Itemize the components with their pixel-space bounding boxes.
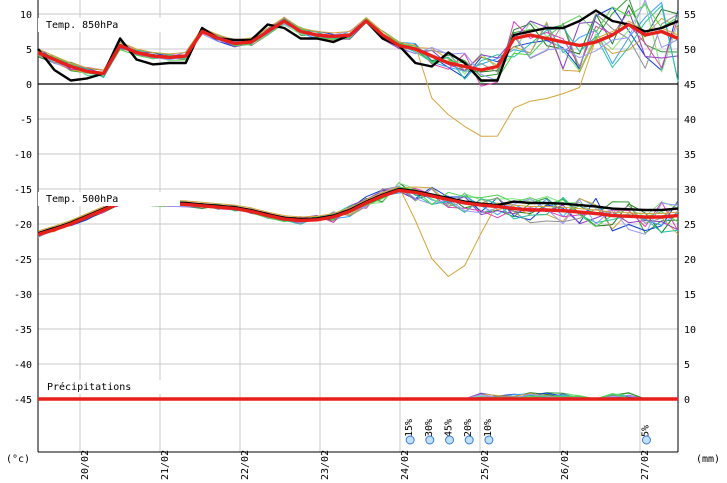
left-tick-label: -10 bbox=[14, 150, 32, 161]
right-tick-label: 45 bbox=[684, 80, 696, 91]
precip-label-bg bbox=[40, 380, 190, 394]
right-tick-label: 50 bbox=[684, 45, 696, 56]
mean-t850-line bbox=[37, 19, 679, 76]
right-tick-label: 5 bbox=[684, 360, 690, 371]
right-tick-label: 15 bbox=[684, 290, 696, 301]
left-tick-label: -35 bbox=[14, 325, 32, 336]
right-tick-label: 10 bbox=[684, 325, 696, 336]
left-tick-label: 10 bbox=[20, 10, 32, 21]
left-tick-label: -5 bbox=[20, 115, 32, 126]
left-tick-label: 5 bbox=[26, 45, 32, 56]
snow-probability-label: 5% bbox=[640, 425, 651, 437]
x-tick-label: 23/02 bbox=[320, 450, 331, 480]
snow-probabilities: 15% 30% 45% 20% 10% 5% bbox=[404, 419, 651, 445]
right-tick-label: 55 bbox=[684, 10, 696, 21]
x-tick-label: 24/02 bbox=[400, 450, 411, 480]
precip-panel-label: Précipitations bbox=[47, 381, 131, 393]
left-tick-label: -20 bbox=[14, 220, 32, 231]
t500-label-bg bbox=[38, 192, 180, 206]
x-tick-label: 27/02 bbox=[640, 450, 651, 480]
left-tick-label: -45 bbox=[14, 395, 32, 406]
axis-ticks: 1050-5-10-15-20-25-30-35-40-455550454035… bbox=[14, 10, 696, 480]
right-tick-label: 0 bbox=[684, 395, 690, 406]
snow-probability-label: 30% bbox=[424, 419, 435, 437]
member-t850-line bbox=[37, 0, 679, 82]
left-tick-label: -25 bbox=[14, 255, 32, 266]
left-tick-label: 0 bbox=[26, 80, 32, 91]
t850-label-bg bbox=[38, 18, 180, 32]
left-unit-label: (°c) bbox=[6, 454, 30, 465]
right-unit-label: (mm) bbox=[696, 454, 720, 465]
x-tick-label: 25/02 bbox=[480, 450, 491, 480]
outlier-t850-line bbox=[37, 17, 679, 137]
snow-probability-label: 45% bbox=[444, 419, 455, 437]
snowflake-icon bbox=[405, 435, 415, 445]
left-tick-label: -15 bbox=[14, 185, 32, 196]
left-tick-label: -30 bbox=[14, 290, 32, 301]
x-tick-label: 20/02 bbox=[80, 450, 91, 480]
right-tick-label: 40 bbox=[684, 115, 696, 126]
snowflake-icon bbox=[484, 435, 494, 445]
snowflake-icon bbox=[445, 435, 455, 445]
right-tick-label: 25 bbox=[684, 220, 696, 231]
snowflake-icon bbox=[425, 435, 435, 445]
snow-probability-label: 15% bbox=[404, 419, 415, 437]
snow-probability-label: 20% bbox=[463, 419, 474, 437]
right-tick-label: 35 bbox=[684, 150, 696, 161]
left-tick-label: -40 bbox=[14, 360, 32, 371]
snowflake-icon bbox=[464, 435, 474, 445]
x-tick-label: 26/02 bbox=[560, 450, 571, 480]
x-tick-label: 21/02 bbox=[160, 450, 171, 480]
snowflake-icon bbox=[641, 435, 651, 445]
right-tick-label: 20 bbox=[684, 255, 696, 266]
t850-panel-label: Temp. 850hPa bbox=[46, 20, 118, 31]
right-tick-label: 30 bbox=[684, 185, 696, 196]
x-tick-label: 22/02 bbox=[240, 450, 251, 480]
snow-probability-label: 10% bbox=[483, 419, 494, 437]
t500-panel-label: Temp. 500hPa bbox=[46, 194, 118, 205]
